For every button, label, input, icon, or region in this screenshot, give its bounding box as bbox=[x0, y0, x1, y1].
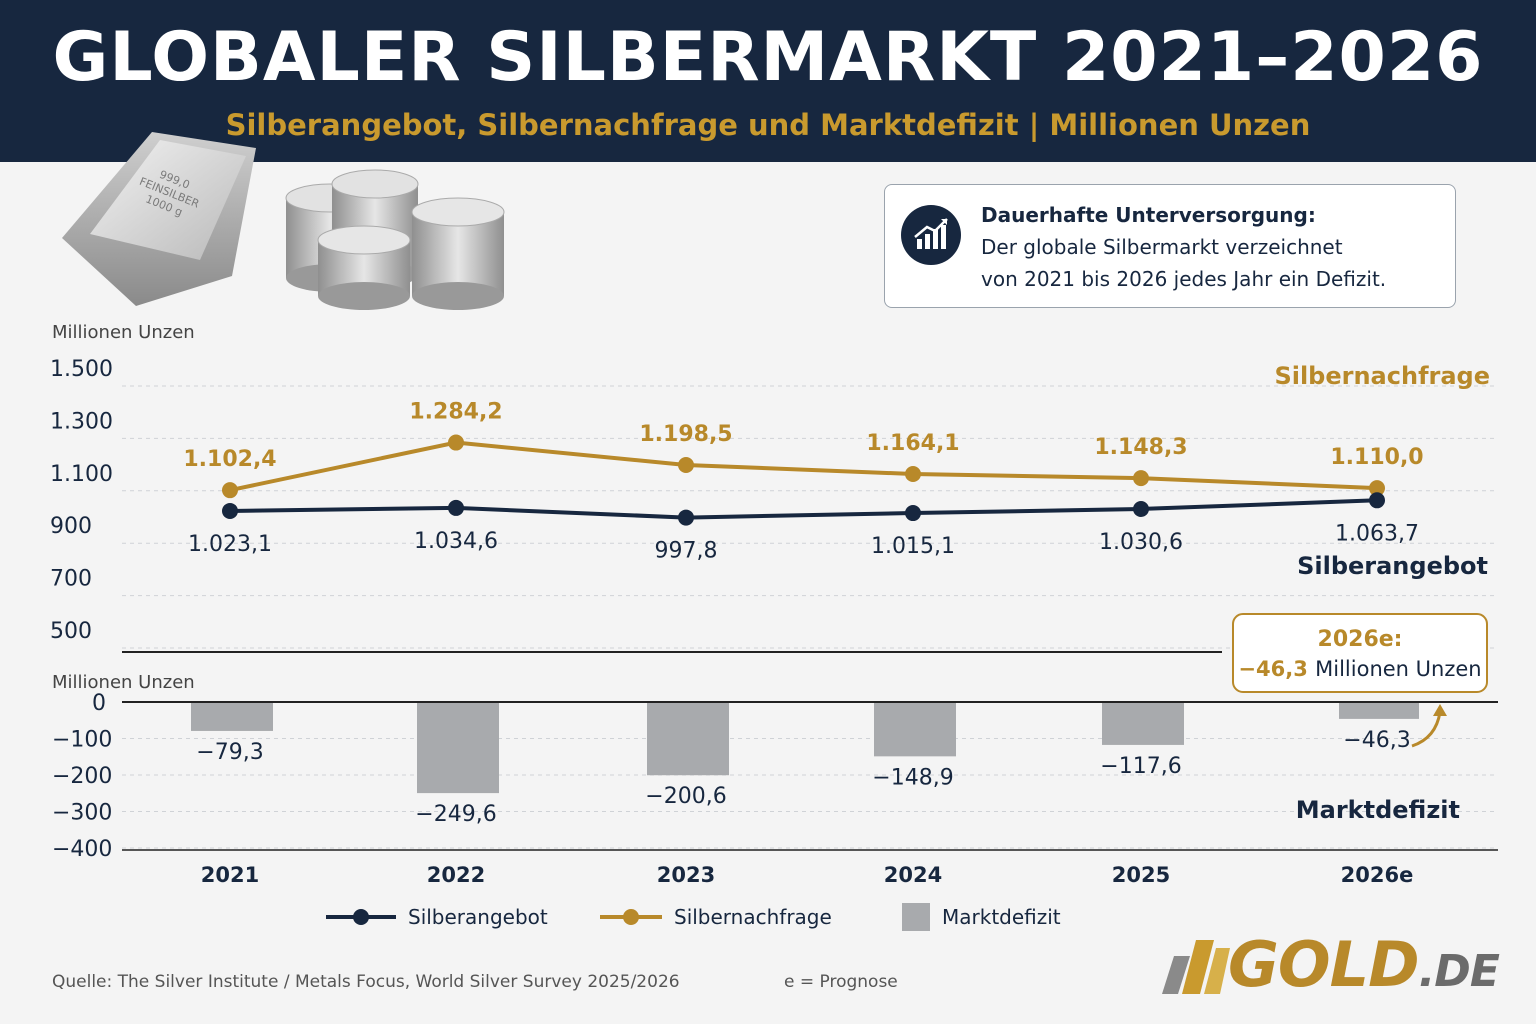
bar-chart-y-tick-label: 0 bbox=[92, 691, 106, 716]
series-point bbox=[222, 502, 238, 519]
source-note: Quelle: The Silver Institute / Metals Fo… bbox=[52, 972, 680, 992]
series-point bbox=[905, 505, 921, 522]
annotation-box bbox=[1232, 613, 1488, 693]
deficit-bar bbox=[1102, 702, 1184, 745]
gold-de-logo: GOLD.DE bbox=[1160, 928, 1520, 1001]
series-point bbox=[448, 434, 464, 451]
x-tick-label: 2023 bbox=[657, 863, 715, 887]
x-tick-label: 2024 bbox=[884, 863, 942, 887]
deficit-data-label: −200,6 bbox=[645, 784, 726, 809]
series-data-label: 1.102,4 bbox=[183, 447, 276, 472]
series-point bbox=[678, 509, 694, 526]
series-name-supply: Silberangebot bbox=[1297, 552, 1488, 580]
series-data-label: 1.284,2 bbox=[409, 400, 502, 425]
silver-market-chart: 1.500 1.300 1.100 900 700 500 1.102,4 1.284,2 1.… bbox=[50, 357, 1498, 887]
deficit-bar bbox=[1339, 702, 1419, 719]
series-point bbox=[222, 482, 238, 499]
deficit-data-label: −46,3 bbox=[1343, 728, 1410, 753]
legend-supply-marker bbox=[326, 909, 396, 925]
line-chart-y-tick-label: 1.300 bbox=[50, 409, 113, 434]
deficit-data-label: −148,9 bbox=[872, 765, 953, 790]
x-tick-label: 2026e bbox=[1341, 863, 1414, 887]
deficit-data-label: −79,3 bbox=[196, 740, 263, 765]
series-point bbox=[1369, 492, 1385, 509]
callout-title: Dauerhafte Unterversorgung: bbox=[981, 203, 1316, 227]
logo-text: GOLD.DE bbox=[1228, 928, 1500, 1001]
forecast-note: e = Prognose bbox=[784, 972, 898, 992]
line-chart-y-tick-label: 500 bbox=[50, 619, 92, 644]
series-data-label: 997,8 bbox=[655, 539, 718, 564]
bar-chart-y-unit: Millionen Unzen bbox=[52, 672, 195, 693]
header-banner: GLOBALER SILBERMARKT 2021–2026 Silberang… bbox=[0, 0, 1536, 162]
line-chart-y-unit: Millionen Unzen bbox=[52, 322, 195, 343]
bar-chart-y-tick-label: −300 bbox=[52, 801, 112, 826]
annotation-arrow-head bbox=[1433, 704, 1447, 716]
annotation-unit: Millionen Unzen bbox=[1315, 657, 1481, 681]
logo-bars-icon bbox=[1162, 940, 1230, 994]
x-tick-label: 2025 bbox=[1112, 863, 1170, 887]
chart-trend-up-icon bbox=[901, 205, 961, 265]
deficit-bar bbox=[417, 702, 499, 794]
silver-bullion-illustration: 999,0 FEINSILBER 1000 g bbox=[62, 132, 505, 310]
series-line-supply bbox=[229, 498, 1378, 520]
bar-chart-y-tick-label: −400 bbox=[52, 837, 112, 862]
series-data-label: 1.063,7 bbox=[1335, 521, 1419, 546]
legend-demand-marker bbox=[600, 909, 662, 925]
legend-supply-label: Silberangebot bbox=[408, 905, 548, 929]
series-data-label: 1.198,5 bbox=[639, 422, 732, 447]
series-point bbox=[905, 466, 921, 483]
deficit-bar bbox=[191, 702, 273, 731]
callout-line-1: Der globale Silbermarkt verzeichnet bbox=[981, 235, 1343, 259]
annotation-value-text: −46,3 Millionen Unzen bbox=[1238, 657, 1481, 681]
bar-chart-y-tick-label: −100 bbox=[52, 728, 112, 753]
series-data-label: 1.164,1 bbox=[866, 431, 959, 456]
series-data-label: 1.110,0 bbox=[1330, 445, 1423, 470]
series-data-label: 1.015,1 bbox=[871, 534, 955, 559]
bar-chart-y-tick-label: −200 bbox=[52, 764, 112, 789]
annotation-arrow bbox=[1411, 711, 1442, 748]
legend-demand-label: Silbernachfrage bbox=[674, 905, 832, 929]
legend-deficit-label: Marktdefizit bbox=[942, 905, 1061, 929]
x-tick-label: 2021 bbox=[201, 863, 259, 887]
legend-deficit: Marktdefizit bbox=[902, 902, 1061, 932]
deficit-data-label: −249,6 bbox=[415, 802, 496, 827]
deficit-data-label: −117,6 bbox=[1100, 754, 1181, 779]
callout-line-2: von 2021 bis 2026 jedes Jahr ein Defizit… bbox=[981, 267, 1387, 291]
series-data-label: 1.148,3 bbox=[1094, 435, 1187, 460]
line-chart-y-tick-label: 700 bbox=[50, 567, 92, 592]
series-line-demand bbox=[229, 440, 1378, 493]
line-chart-y-tick-label: 1.500 bbox=[50, 357, 113, 382]
legend-deficit-marker bbox=[902, 903, 930, 931]
series-data-label: 1.030,6 bbox=[1099, 530, 1183, 555]
legend-supply: Silberangebot bbox=[326, 902, 548, 932]
series-point bbox=[1133, 500, 1149, 517]
deficit-bar bbox=[874, 702, 956, 757]
series-data-label: 1.034,6 bbox=[414, 529, 498, 554]
coin-stacks bbox=[285, 169, 505, 310]
annotation-title: 2026e: bbox=[1318, 627, 1403, 652]
logo-suffix: .DE bbox=[1418, 946, 1500, 997]
page-title: GLOBALER SILBERMARKT 2021–2026 bbox=[52, 18, 1484, 97]
x-tick-label: 2022 bbox=[427, 863, 485, 887]
deficit-bar bbox=[647, 702, 729, 776]
line-chart-y-tick-label: 900 bbox=[50, 514, 92, 539]
series-point bbox=[448, 499, 464, 516]
legend-demand: Silbernachfrage bbox=[600, 902, 832, 932]
annotation-value: −46,3 bbox=[1238, 657, 1315, 681]
series-point bbox=[1133, 470, 1149, 487]
series-point bbox=[1369, 480, 1385, 497]
series-data-label: 1.023,1 bbox=[188, 532, 272, 557]
series-point bbox=[678, 456, 694, 473]
logo-main: GOLD bbox=[1228, 928, 1420, 1001]
series-name-demand: Silbernachfrage bbox=[1274, 362, 1490, 390]
page-subtitle: Silberangebot, Silbernachfrage und Markt… bbox=[225, 108, 1311, 142]
series-name-deficit: Marktdefizit bbox=[1296, 796, 1460, 824]
callout-box: Dauerhafte Unterversorgung: Der globale … bbox=[884, 184, 1456, 308]
line-chart-y-tick-label: 1.100 bbox=[50, 462, 113, 487]
